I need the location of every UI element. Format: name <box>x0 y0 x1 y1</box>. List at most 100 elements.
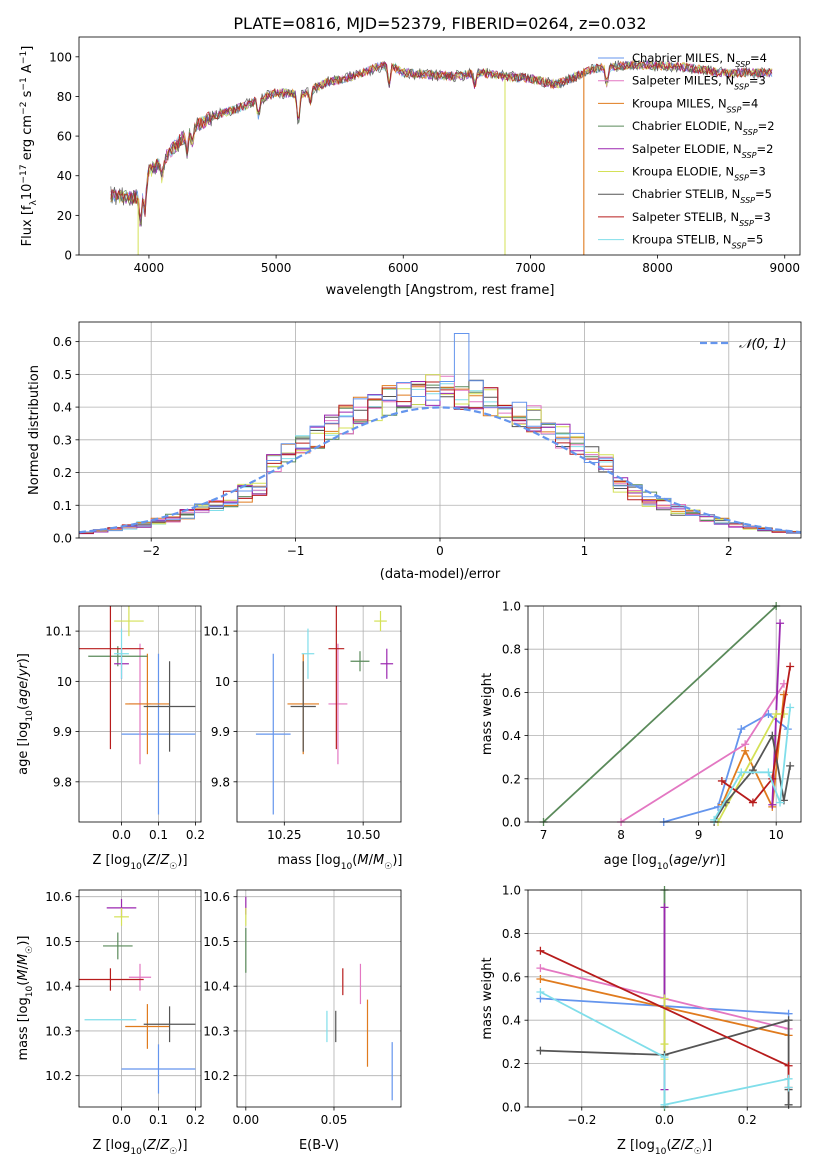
age_vs_Z-ytick-label: 9.9 <box>53 725 72 739</box>
mass_vs_ebv-ytick-label: 10.6 <box>203 890 230 904</box>
weight_vs_age-xtick-label: 10 <box>769 828 784 842</box>
weight_vs_Z-ytick-label: 0.4 <box>502 1014 521 1028</box>
weight_vs_Z-marker-8 <box>660 1053 669 1062</box>
age_vs_mass-axes <box>233 606 401 826</box>
residuals-xtick-label: −1 <box>287 544 305 558</box>
weight_vs_Z-frame <box>527 889 802 1108</box>
residuals-ytick-label: 0.4 <box>53 401 72 415</box>
hist-legend-label: 𝒩(0, 1) <box>739 337 786 352</box>
ageZ-ylabel: age [log10(age/yr)] <box>16 653 35 775</box>
weight_vs_age-marker-6 <box>768 731 777 740</box>
ageMass-xlabel: mass [log10(M/M☉)] <box>278 853 403 872</box>
weight_vs_age-marker-6 <box>786 761 795 770</box>
spectrum-xtick-label: 7000 <box>515 261 546 275</box>
weight_vs_age-marker-0 <box>764 710 773 718</box>
spectrum-title: PLATE=0816, MJD=52379, FIBERID=0264, z=0… <box>233 14 646 33</box>
hist-series-0 <box>79 333 801 534</box>
weight_vs_age-series-2 <box>721 694 785 811</box>
residuals-ytick-label: 0.1 <box>53 499 72 513</box>
spectrum-axes <box>75 56 786 259</box>
age_vs_mass-points <box>255 606 394 815</box>
weight_vs_age-frame <box>527 605 802 823</box>
weight_vs_Z-marker-2 <box>536 974 545 983</box>
age_vs_mass-ytick-label: 9.9 <box>211 725 230 739</box>
age_vs_Z-xtick-label: 0.0 <box>112 828 131 842</box>
weight_vs_Z-xtick-label: −0.2 <box>567 1113 596 1127</box>
weight_vs_age-series-6 <box>713 732 791 823</box>
weight_vs_Z-marker-6 <box>536 1046 545 1055</box>
age_vs_mass-ytick-label: 10 <box>215 675 230 689</box>
age_vs_Z-ytick-label: 10 <box>57 675 72 689</box>
mass_vs_Z-xtick-label: 0.2 <box>186 1113 205 1127</box>
mass_vs_Z-ytick-label: 10.4 <box>45 980 72 994</box>
weight_vs_age-marker-8 <box>786 703 795 712</box>
weight_vs_age-marker-8 <box>710 815 719 824</box>
weight_vs_age-marker-8 <box>776 798 785 807</box>
legend-label-6: Chabrier STELIB, NSSP=5 <box>632 187 772 205</box>
massZ-xlabel: Z [log10(Z/Z☉)] <box>92 1138 187 1157</box>
hist-ylabel: Normed distribution <box>27 365 42 495</box>
mass_vs_ebv-axes <box>233 890 401 1111</box>
hist-xlabel: (data-model)/error <box>380 567 501 582</box>
weight_vs_age-ylabel: mass weight <box>480 673 495 755</box>
age_vs_Z-points <box>79 606 196 815</box>
weight_vs_age-xtick-label: 9 <box>695 828 703 842</box>
spectrum-ytick-label: 100 <box>49 50 72 64</box>
legend-label-7: Salpeter STELIB, NSSP=3 <box>632 210 771 228</box>
legend-label-8: Kroupa STELIB, NSSP=5 <box>632 233 763 251</box>
hist-frame <box>78 321 802 539</box>
weight_vs_age-marker-8 <box>764 768 773 777</box>
legend-label-2: Kroupa MILES, NSSP=4 <box>632 96 758 114</box>
mass_vs_ebv-ytick-label: 10.3 <box>203 1024 230 1038</box>
weight_vs_age-marker-2 <box>779 690 788 699</box>
residuals-xtick-label: 0 <box>436 544 444 558</box>
mass_vs_ebv-ytick-label: 10.4 <box>203 980 230 994</box>
spectrum-ytick-label: 20 <box>57 209 72 223</box>
weight_vs_Z-marker-4 <box>660 903 669 912</box>
legend-label-3: Chabrier ELODIE, NSSP=2 <box>632 119 775 137</box>
spectrum-ylabel: Flux [fλ10−17 erg cm−2 s−1 A−1] <box>19 46 39 247</box>
spectrum-xtick-label: 8000 <box>642 261 673 275</box>
weight_vs_age-marker-7 <box>717 776 726 785</box>
weight_vs_age-xtick-label: 8 <box>617 828 625 842</box>
spectrum-xtick-label: 9000 <box>769 261 800 275</box>
spectrum-ytick-label: 40 <box>57 169 72 183</box>
weight_vs_Z-marker-5 <box>660 1040 669 1049</box>
weight_vs_age-marker-5 <box>772 710 781 718</box>
mass_vs_Z-xtick-label: 0.1 <box>149 1113 168 1127</box>
mass_vs_Z-frame <box>78 889 202 1108</box>
weight_vs_Z-ytick-label: 1.0 <box>502 884 521 898</box>
weight_vs_Z-marker-8 <box>660 1100 669 1109</box>
weight_vs_age-marker-0 <box>737 725 746 734</box>
spectrum-series-6 <box>110 58 773 227</box>
weight_vs_age-marker-7 <box>786 662 795 671</box>
age_vs_mass-xtick-label: 10.25 <box>267 828 301 842</box>
spectrum-ytick-label: 0 <box>64 249 72 263</box>
weight_vs_age-ytick-label: 0.6 <box>502 686 521 700</box>
spectrum-xtick-label: 4000 <box>134 261 165 275</box>
age_vs_Z-xtick-label: 0.1 <box>149 828 168 842</box>
residuals-ytick-label: 0.5 <box>53 368 72 382</box>
weight_vs_Z-xtick-label: 0.2 <box>738 1113 757 1127</box>
mass_vs_ebv-frame <box>236 889 402 1108</box>
age_vs_Z-ytick-label: 10.1 <box>45 625 72 639</box>
weight_vs_age-xlabel: age [log10(age/yr)] <box>604 853 726 872</box>
weight_vs_age-ytick-label: 0.4 <box>502 729 521 743</box>
residuals-ytick-label: 0.0 <box>53 532 72 546</box>
weight_vs_age-xtick-label: 7 <box>540 828 548 842</box>
legend-label-4: Salpeter ELODIE, NSSP=2 <box>632 142 773 160</box>
spectrum-xtick-label: 6000 <box>388 261 419 275</box>
legend-label-5: Kroupa ELODIE, NSSP=3 <box>632 165 766 183</box>
weight_vs_age-series-7 <box>721 666 791 804</box>
mass_vs_ebv-points <box>245 896 393 1101</box>
mass_vs_ebv-ytick-label: 10.2 <box>203 1069 230 1083</box>
weight_vs_Z-marker-8 <box>784 1074 793 1083</box>
mass_vs_Z-xtick-label: 0.0 <box>112 1113 131 1127</box>
weight_vs_Z-marker-8 <box>536 987 545 996</box>
spectrum-xtick-label: 5000 <box>261 261 292 275</box>
weight_vs_age-marker-8 <box>737 768 746 777</box>
residuals-xtick-label: −2 <box>142 544 160 558</box>
residuals-xtick-label: 2 <box>725 544 733 558</box>
mass_vs_Z-ytick-label: 10.2 <box>45 1069 72 1083</box>
weight_vs_age-lines <box>539 602 795 826</box>
